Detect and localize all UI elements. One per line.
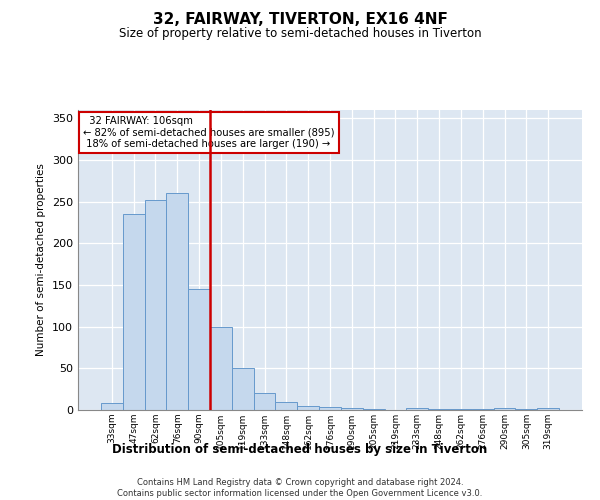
Bar — [101, 404, 123, 410]
Bar — [123, 214, 145, 410]
Bar — [297, 406, 319, 410]
Bar — [406, 408, 428, 410]
Bar — [145, 200, 166, 410]
Bar — [254, 394, 275, 410]
Bar — [319, 406, 341, 410]
Bar — [428, 409, 450, 410]
Bar — [166, 194, 188, 410]
Bar — [450, 409, 472, 410]
Y-axis label: Number of semi-detached properties: Number of semi-detached properties — [37, 164, 46, 356]
Text: 32 FAIRWAY: 106sqm  
← 82% of semi-detached houses are smaller (895)
 18% of sem: 32 FAIRWAY: 106sqm ← 82% of semi-detache… — [83, 116, 335, 149]
Bar — [472, 409, 494, 410]
Text: 32, FAIRWAY, TIVERTON, EX16 4NF: 32, FAIRWAY, TIVERTON, EX16 4NF — [152, 12, 448, 28]
Bar — [275, 402, 297, 410]
Bar — [188, 289, 210, 410]
Bar — [537, 408, 559, 410]
Bar — [494, 408, 515, 410]
Text: Size of property relative to semi-detached houses in Tiverton: Size of property relative to semi-detach… — [119, 28, 481, 40]
Text: Distribution of semi-detached houses by size in Tiverton: Distribution of semi-detached houses by … — [112, 442, 488, 456]
Bar — [515, 409, 537, 410]
Bar — [232, 368, 254, 410]
Text: Contains HM Land Registry data © Crown copyright and database right 2024.
Contai: Contains HM Land Registry data © Crown c… — [118, 478, 482, 498]
Bar — [363, 409, 385, 410]
Bar — [341, 408, 363, 410]
Bar — [210, 326, 232, 410]
